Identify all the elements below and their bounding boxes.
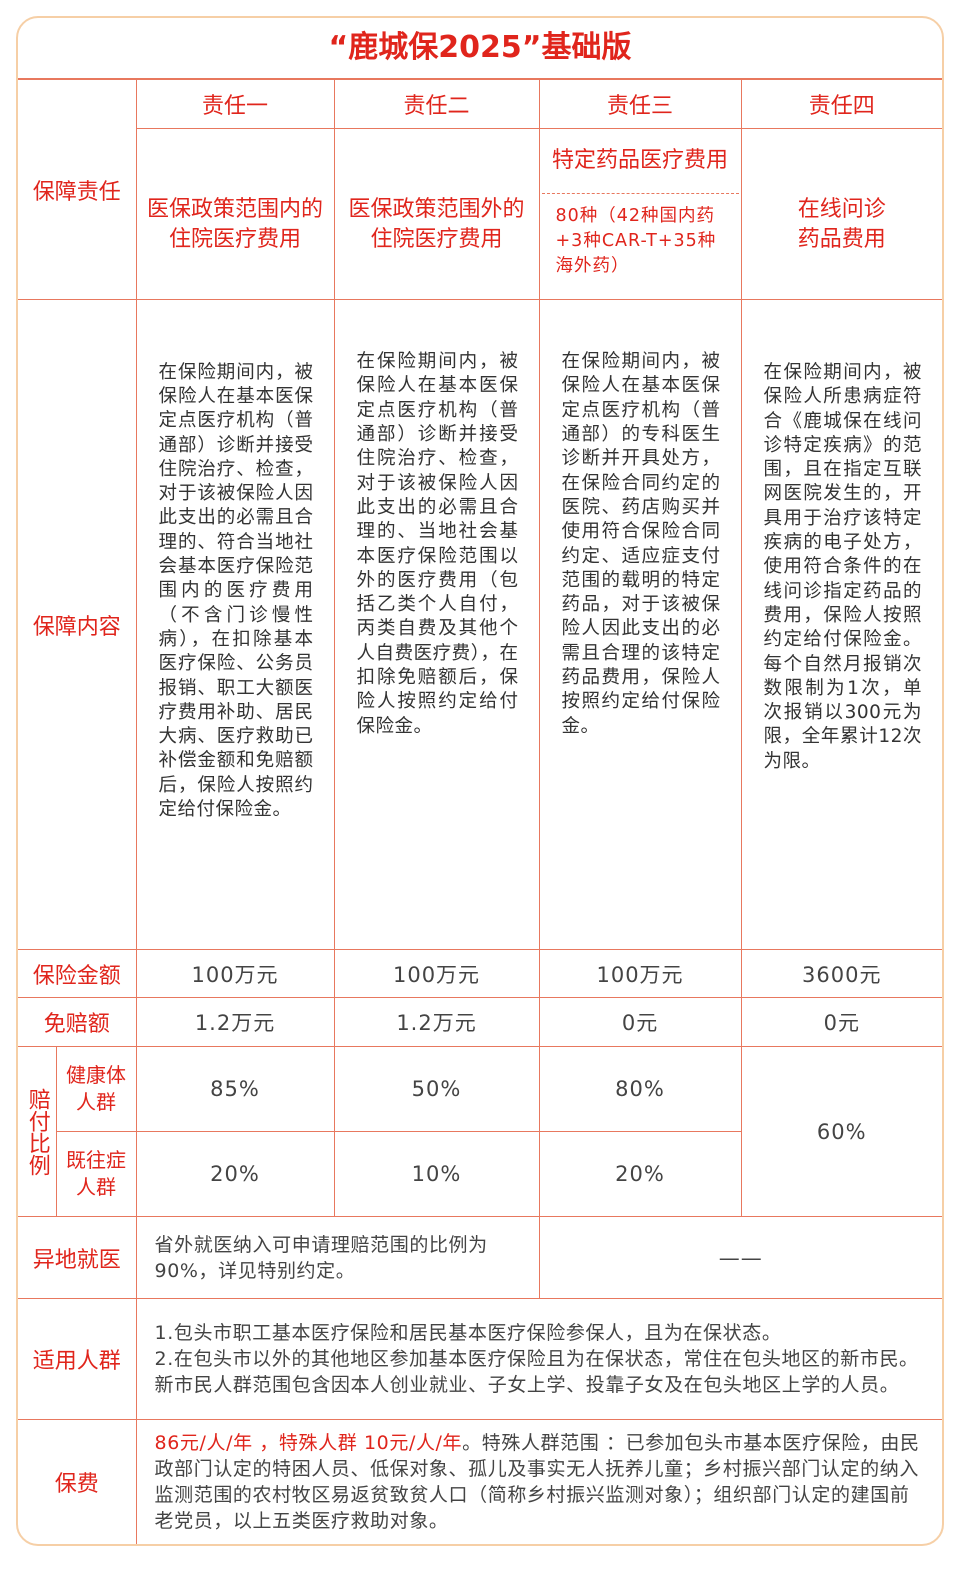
label-responsibility: 保障责任 bbox=[18, 79, 137, 300]
population-line-1: 1.包头市职工基本医疗保险和居民基本医疗保险参保人，且为在保状态。 bbox=[154, 1322, 782, 1344]
responsibility-3: 特定药品医疗费用 80种（42种国内药+3种CAR-T+35种海外药） bbox=[538, 128, 742, 300]
deductible-row: 免赔额 1.2万元 1.2万元 0元 0元 bbox=[18, 997, 942, 1047]
dashed-divider bbox=[541, 193, 739, 194]
premium-special-scope: 。特殊人群范围 ：已参加包头市基本医疗保险，由民政部门认定的特困人员、低保对象、… bbox=[154, 1432, 920, 1532]
healthy-1: 85% bbox=[135, 1046, 335, 1132]
remote-row: 异地就医 省外就医纳入可申请理赔范围的比例为90%，详见特别约定。 —— bbox=[18, 1216, 942, 1299]
responsibility-4: 在线问诊药品费用 bbox=[740, 128, 942, 300]
premium-text: 86元/人/年 ，特殊人群 10元/人/年。特殊人群范围 ：已参加包头市基本医疗… bbox=[135, 1419, 942, 1544]
content-2: 在保险期间内，被保险人在基本医保定点医疗机构（普通部）诊断并接受住院治疗、检查，… bbox=[333, 299, 540, 950]
content-3-text: 在保险期间内，被保险人在基本医保定点医疗机构（普通部）的专科医生诊断并开具处方，… bbox=[561, 351, 721, 737]
sum-insured-row: 保险金额 100万元 100万元 100万元 3600元 bbox=[18, 949, 942, 998]
responsibility-1-text: 医保政策范围内的住院医疗费用 bbox=[147, 197, 324, 252]
label-preexisting-text: 既往症人群 bbox=[66, 1148, 126, 1199]
healthy-2: 50% bbox=[333, 1046, 540, 1132]
responsibility-3-note: 80种（42种国内药+3种CAR-T+35种海外药） bbox=[555, 206, 717, 276]
header-col-1: 责任一 bbox=[135, 79, 335, 129]
healthy-3: 80% bbox=[538, 1046, 742, 1132]
header-col-4: 责任四 bbox=[740, 79, 942, 129]
deductible-2: 1.2万元 bbox=[333, 997, 540, 1047]
coverage-table: 保障责任 责任一 责任二 责任三 责任四 医保政策范围内的住院医疗费用 医保政策… bbox=[18, 79, 942, 1544]
label-premium: 保费 bbox=[18, 1419, 137, 1544]
header-col-2: 责任二 bbox=[333, 79, 540, 129]
premium-row: 保费 86元/人/年 ，特殊人群 10元/人/年。特殊人群范围 ：已参加包头市基… bbox=[18, 1419, 942, 1544]
content-3: 在保险期间内，被保险人在基本医保定点医疗机构（普通部）的专科医生诊断并开具处方，… bbox=[538, 299, 742, 950]
sum-insured-3: 100万元 bbox=[538, 949, 742, 998]
page-title: “鹿城保2025”基础版 bbox=[18, 18, 942, 79]
label-deductible: 免赔额 bbox=[18, 997, 137, 1047]
responsibility-4-text: 在线问诊药品费用 bbox=[797, 197, 886, 252]
header-col-3: 责任三 bbox=[538, 79, 742, 129]
ratio-4: 60% bbox=[740, 1046, 942, 1217]
content-1-text: 在保险期间内，被保险人在基本医保定点医疗机构（普通部）诊断并接受住院治疗、检查，… bbox=[158, 361, 314, 821]
remote-text: 省外就医纳入可申请理赔范围的比例为90%，详见特别约定。 bbox=[135, 1216, 540, 1299]
header-row: 保障责任 责任一 责任二 责任三 责任四 bbox=[18, 79, 942, 300]
label-preexisting: 既往症人群 bbox=[56, 1131, 137, 1217]
responsibility-1: 医保政策范围内的住院医疗费用 bbox=[136, 128, 335, 300]
preexisting-3: 20% bbox=[538, 1131, 742, 1217]
responsibility-3-text: 特定药品医疗费用 bbox=[552, 148, 729, 173]
insurance-table-card: “鹿城保2025”基础版 保障责任 责任一 责任二 责任三 责任四 医保政策范围… bbox=[16, 16, 944, 1546]
sum-insured-4: 3600元 bbox=[740, 949, 942, 998]
ratio-healthy-row: 赔付比例 健康体人群 85% 50% 80% 60% bbox=[18, 1046, 942, 1217]
sum-insured-1: 100万元 bbox=[135, 949, 335, 998]
remote-na: —— bbox=[538, 1216, 942, 1299]
sum-insured-2: 100万元 bbox=[333, 949, 540, 998]
preexisting-1: 20% bbox=[135, 1131, 335, 1217]
content-1: 在保险期间内，被保险人在基本医保定点医疗机构（普通部）诊断并接受住院治疗、检查，… bbox=[135, 299, 335, 950]
label-healthy-text: 健康体人群 bbox=[66, 1063, 126, 1114]
content-2-text: 在保险期间内，被保险人在基本医保定点医疗机构（普通部）诊断并接受住院治疗、检查，… bbox=[356, 351, 519, 737]
label-population: 适用人群 bbox=[18, 1298, 137, 1420]
deductible-4: 0元 bbox=[740, 997, 942, 1047]
label-ratio: 赔付比例 bbox=[18, 1046, 57, 1217]
deductible-1: 1.2万元 bbox=[135, 997, 335, 1047]
label-healthy: 健康体人群 bbox=[55, 1046, 137, 1132]
population-row: 适用人群 1.包头市职工基本医疗保险和居民基本医疗保险参保人，且为在保状态。 2… bbox=[18, 1298, 942, 1420]
population-line-2: 2.在包头市以外的其他地区参加基本医疗保险且为在保状态，常住在包头地区的新市民。… bbox=[154, 1348, 919, 1396]
label-remote: 异地就医 bbox=[18, 1216, 137, 1299]
responsibility-row: 医保政策范围内的住院医疗费用 医保政策范围外的住院医疗费用 特定药品医疗费用 8… bbox=[18, 128, 942, 300]
deductible-3: 0元 bbox=[538, 997, 742, 1047]
responsibility-2-text: 医保政策范围外的住院医疗费用 bbox=[348, 197, 525, 252]
content-4-text: 在保险期间内，被保险人所患病症符合《鹿城保在线问诊特定疾病》的范围，且在指定互联… bbox=[763, 361, 923, 772]
premium-price: 86元/人/年 ，特殊人群 10元/人/年 bbox=[154, 1432, 463, 1454]
label-content: 保障内容 bbox=[18, 299, 137, 950]
content-row: 保障内容 在保险期间内，被保险人在基本医保定点医疗机构（普通部）诊断并接受住院治… bbox=[18, 299, 942, 950]
responsibility-2: 医保政策范围外的住院医疗费用 bbox=[333, 128, 540, 300]
content-4: 在保险期间内，被保险人所患病症符合《鹿城保在线问诊特定疾病》的范围，且在指定互联… bbox=[740, 299, 942, 950]
label-sum-insured: 保险金额 bbox=[18, 949, 137, 998]
population-text: 1.包头市职工基本医疗保险和居民基本医疗保险参保人，且为在保状态。 2.在包头市… bbox=[135, 1298, 942, 1420]
preexisting-2: 10% bbox=[333, 1131, 540, 1217]
label-ratio-text: 赔付比例 bbox=[24, 1087, 50, 1176]
